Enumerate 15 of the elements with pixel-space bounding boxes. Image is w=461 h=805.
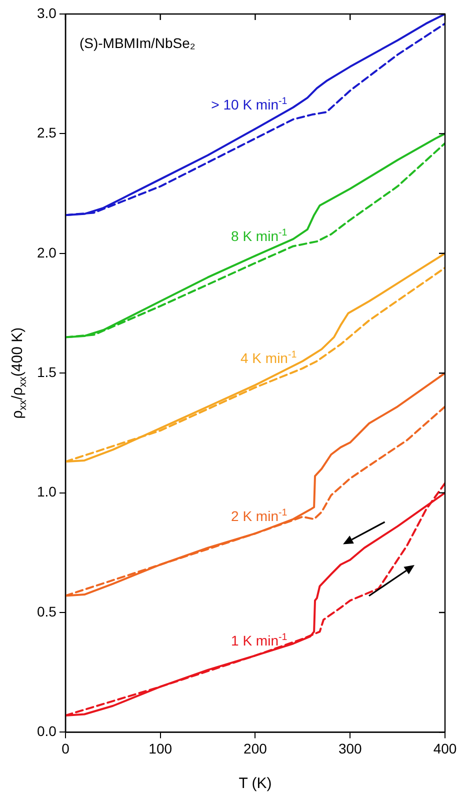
x-tick-label: 200 xyxy=(244,740,268,756)
y-tick-label: 3.0 xyxy=(36,4,57,21)
y-tick-label: 0.0 xyxy=(36,723,57,740)
y-axis-title: ρxx/ρxx(400 K) xyxy=(9,327,29,419)
y-tick-label: 1.5 xyxy=(36,364,57,380)
text: (S)-MBMIm/NbSe₂ xyxy=(79,35,196,51)
x-tick-label: 300 xyxy=(338,740,362,756)
y-tick-label: 2.5 xyxy=(36,124,57,141)
x-axis-title: T (K) xyxy=(238,775,272,792)
x-tick-label: 400 xyxy=(433,740,457,756)
x-tick-label: 100 xyxy=(148,740,172,756)
x-tick-label: 0 xyxy=(62,740,70,756)
y-tick-label: 2.0 xyxy=(36,244,57,260)
y-tick-label: 0.5 xyxy=(36,603,57,620)
y-tick-label: 1.0 xyxy=(36,484,57,500)
